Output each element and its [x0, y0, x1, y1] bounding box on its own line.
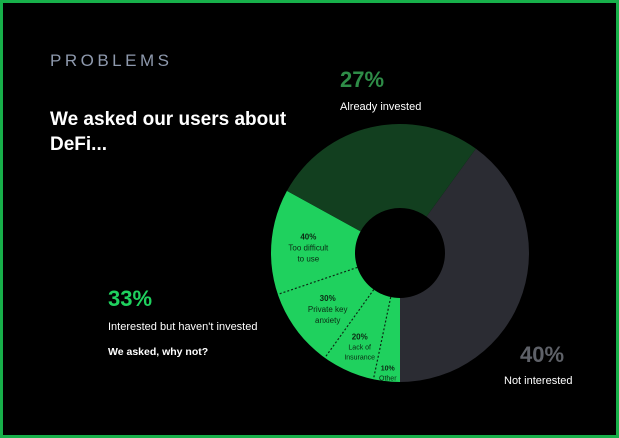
breakdown-text: to use: [297, 254, 319, 263]
slice-interested: [271, 190, 400, 382]
breakdown-percent: 40%: [300, 232, 316, 241]
interested-percent: 33%: [108, 286, 153, 311]
breakdown-label-lack-of-insurance: 20% Lack of Insurance: [344, 333, 375, 362]
breakdown-text: Too difficult: [288, 243, 329, 252]
breakdown-text: Other: [379, 375, 397, 382]
invested-percent: 27%: [340, 67, 385, 92]
breakdown-percent: 20%: [352, 333, 368, 342]
not-interested-percent: 40%: [520, 342, 565, 367]
slice-already-invested: [286, 124, 476, 232]
not-interested-caption: Not interested: [504, 375, 573, 387]
breakdown-percent: 10%: [381, 365, 396, 372]
breakdown-divider-3: [277, 266, 358, 295]
invested-caption: Already invested: [340, 101, 422, 113]
slide-headline: We asked our users about DeFi...: [50, 109, 287, 155]
breakdown-label-too-difficult-to-use: 40% Too difficult to use: [288, 232, 329, 263]
breakdown-label-private-key-anxiety: 30% Private key anxiety: [308, 294, 348, 325]
section-eyebrow: PROBLEMS: [50, 51, 173, 70]
breakdown-divider-2: [324, 289, 375, 359]
why-not-question: We asked, why not?: [108, 346, 209, 358]
breakdown-text: Insurance: [344, 355, 375, 362]
slice-not-interested: [400, 148, 529, 382]
breakdown-text: Private key: [308, 305, 348, 314]
breakdown-text: anxiety: [315, 316, 340, 325]
interested-caption: Interested but haven't invested: [108, 321, 258, 333]
breakdown-text: Lack of: [348, 345, 371, 352]
breakdown-percent: 30%: [320, 294, 336, 303]
breakdown-divider-1: [372, 296, 392, 380]
breakdown-label-other: 10% Other: [379, 365, 397, 382]
